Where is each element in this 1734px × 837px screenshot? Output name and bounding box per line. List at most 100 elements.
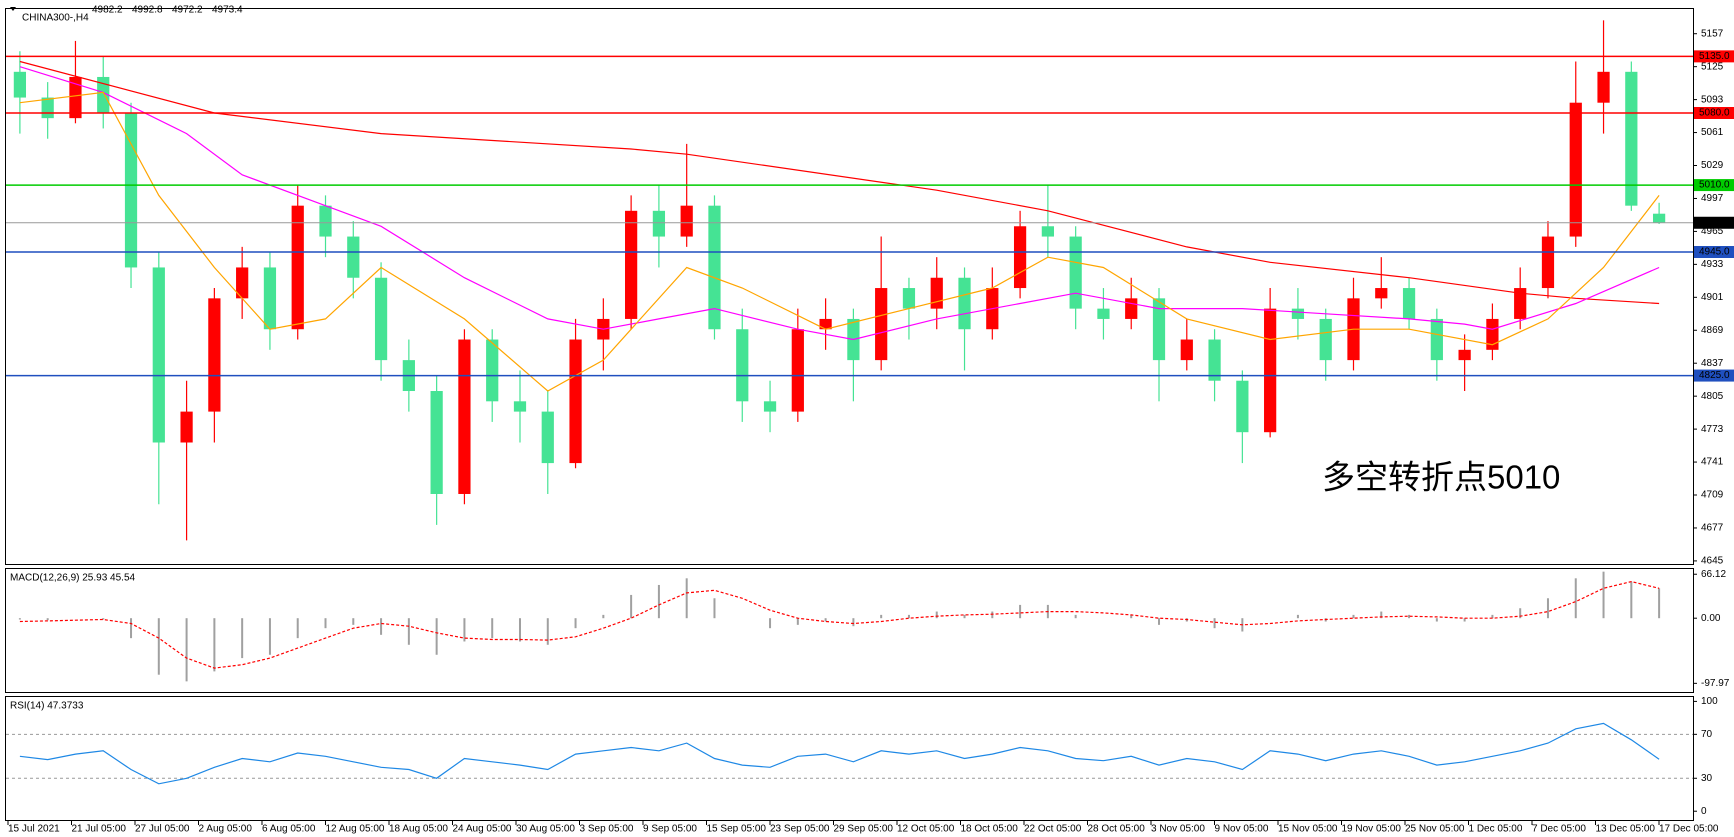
x-tick-label: 9 Nov 05:00 — [1215, 824, 1269, 835]
macd-bar — [1296, 614, 1299, 619]
candle-body — [680, 205, 693, 237]
candle-body — [236, 267, 249, 299]
macd-bar — [407, 618, 410, 645]
macd-bar — [657, 584, 660, 619]
x-tick-label: 9 Sep 05:00 — [643, 824, 697, 835]
annotation: 多空转折点5010 — [1322, 459, 1560, 496]
dropdown-icon[interactable] — [10, 7, 16, 11]
macd-bar — [157, 618, 160, 675]
candle-body — [347, 236, 360, 278]
candle-body — [13, 71, 27, 98]
y-tick-label: 4869 — [1701, 325, 1724, 336]
y-tick-label: 5061 — [1701, 127, 1724, 138]
candle-body — [541, 411, 554, 464]
candle-body — [1319, 318, 1332, 361]
candle-body — [652, 210, 666, 237]
y-tick-label: 4709 — [1701, 490, 1724, 501]
candle-body — [319, 205, 332, 237]
y-tick-label: 4965 — [1701, 226, 1724, 237]
y-tick-label: 100 — [1701, 696, 1718, 707]
candle-body — [152, 267, 165, 443]
macd-bar — [907, 614, 910, 619]
x-tick-label: 13 Dec 05:00 — [1596, 824, 1656, 835]
y-tick-label: 4933 — [1701, 259, 1724, 270]
level-tag — [1694, 179, 1734, 192]
candle-body — [736, 329, 749, 402]
candle-body — [1236, 380, 1249, 433]
level-tag-label: 5080.0 — [1699, 108, 1730, 119]
candle-body — [1402, 288, 1416, 319]
panel-title: RSI(14) 47.3733 — [10, 701, 84, 712]
y-tick-label: 5093 — [1701, 94, 1724, 105]
x-tick-label: 27 Jul 05:00 — [135, 824, 190, 835]
macd-bar — [1380, 611, 1383, 619]
candle-body — [458, 339, 471, 494]
level-tag-label: 5135.0 — [1699, 51, 1730, 62]
macd-bar — [1213, 618, 1216, 629]
candle-body — [763, 401, 777, 412]
candle-body — [41, 97, 54, 119]
candle-body — [1180, 339, 1193, 361]
x-tick-label: 25 Nov 05:00 — [1405, 824, 1465, 835]
candle-body — [1541, 236, 1555, 289]
header-ohlc: 4973.4 — [212, 5, 243, 16]
x-tick-label: 3 Sep 05:00 — [580, 824, 634, 835]
macd-bar — [935, 611, 938, 619]
candle-body — [958, 277, 971, 330]
macd-bar — [463, 618, 466, 642]
candle-body — [708, 205, 721, 330]
x-tick-label: 18 Aug 05:00 — [389, 824, 448, 835]
y-tick-label: 4645 — [1701, 556, 1724, 567]
y-tick-label: 5125 — [1701, 61, 1724, 72]
candle-body — [1041, 226, 1054, 237]
y-tick-label: 4677 — [1701, 523, 1724, 534]
macd-bar — [1158, 618, 1161, 625]
x-tick-label: 30 Aug 05:00 — [516, 824, 575, 835]
x-tick-label: 19 Nov 05:00 — [1342, 824, 1402, 835]
y-tick-label: 5157 — [1701, 28, 1724, 39]
macd-bar — [685, 578, 688, 619]
macd-bar — [824, 618, 827, 622]
macd-bar — [435, 618, 438, 655]
panel-title: CHINA300-,H4 — [22, 13, 89, 24]
rsi-line — [19, 722, 1660, 785]
candle-body — [1514, 288, 1527, 319]
macd-bar — [185, 618, 188, 682]
y-tick-label: 4805 — [1701, 391, 1724, 402]
candle-body — [1652, 213, 1666, 223]
candle-body — [1486, 318, 1499, 350]
macd-bar — [1408, 614, 1411, 619]
y-tick-label: 4837 — [1701, 358, 1724, 369]
macd-bar — [1352, 614, 1355, 619]
candle-body — [180, 411, 193, 443]
y-tick-label: -97.97 — [1701, 678, 1730, 689]
macd-bar — [1019, 604, 1022, 619]
candle-body — [1125, 298, 1138, 319]
candle-body — [1069, 236, 1082, 309]
current-price-tag — [1694, 216, 1734, 229]
macd-bar — [241, 618, 244, 659]
macd-bar — [296, 618, 299, 639]
x-tick-label: 15 Sep 05:00 — [707, 824, 767, 835]
x-tick-label: 12 Oct 05:00 — [897, 824, 955, 835]
macd-bar — [1630, 581, 1633, 619]
level-tag — [1694, 246, 1734, 259]
y-tick-label: 30 — [1701, 773, 1713, 784]
candle-body — [1291, 308, 1305, 319]
macd-bar — [1546, 598, 1549, 619]
macd-bar — [213, 618, 216, 672]
main-panel-frame — [5, 8, 1694, 565]
x-tick-label: 3 Nov 05:00 — [1151, 824, 1205, 835]
header-ohlc: 4992.8 — [132, 5, 163, 16]
candle-body — [486, 339, 499, 402]
x-tick-label: 29 Sep 05:00 — [834, 824, 894, 835]
macd-bar — [491, 618, 494, 639]
candle-body — [875, 288, 888, 361]
header-ohlc: 4982.2 — [92, 5, 123, 16]
macd-bar — [1463, 618, 1466, 622]
macd-bar — [602, 614, 605, 619]
candle-body — [97, 76, 110, 113]
macd-signal — [19, 580, 1660, 669]
